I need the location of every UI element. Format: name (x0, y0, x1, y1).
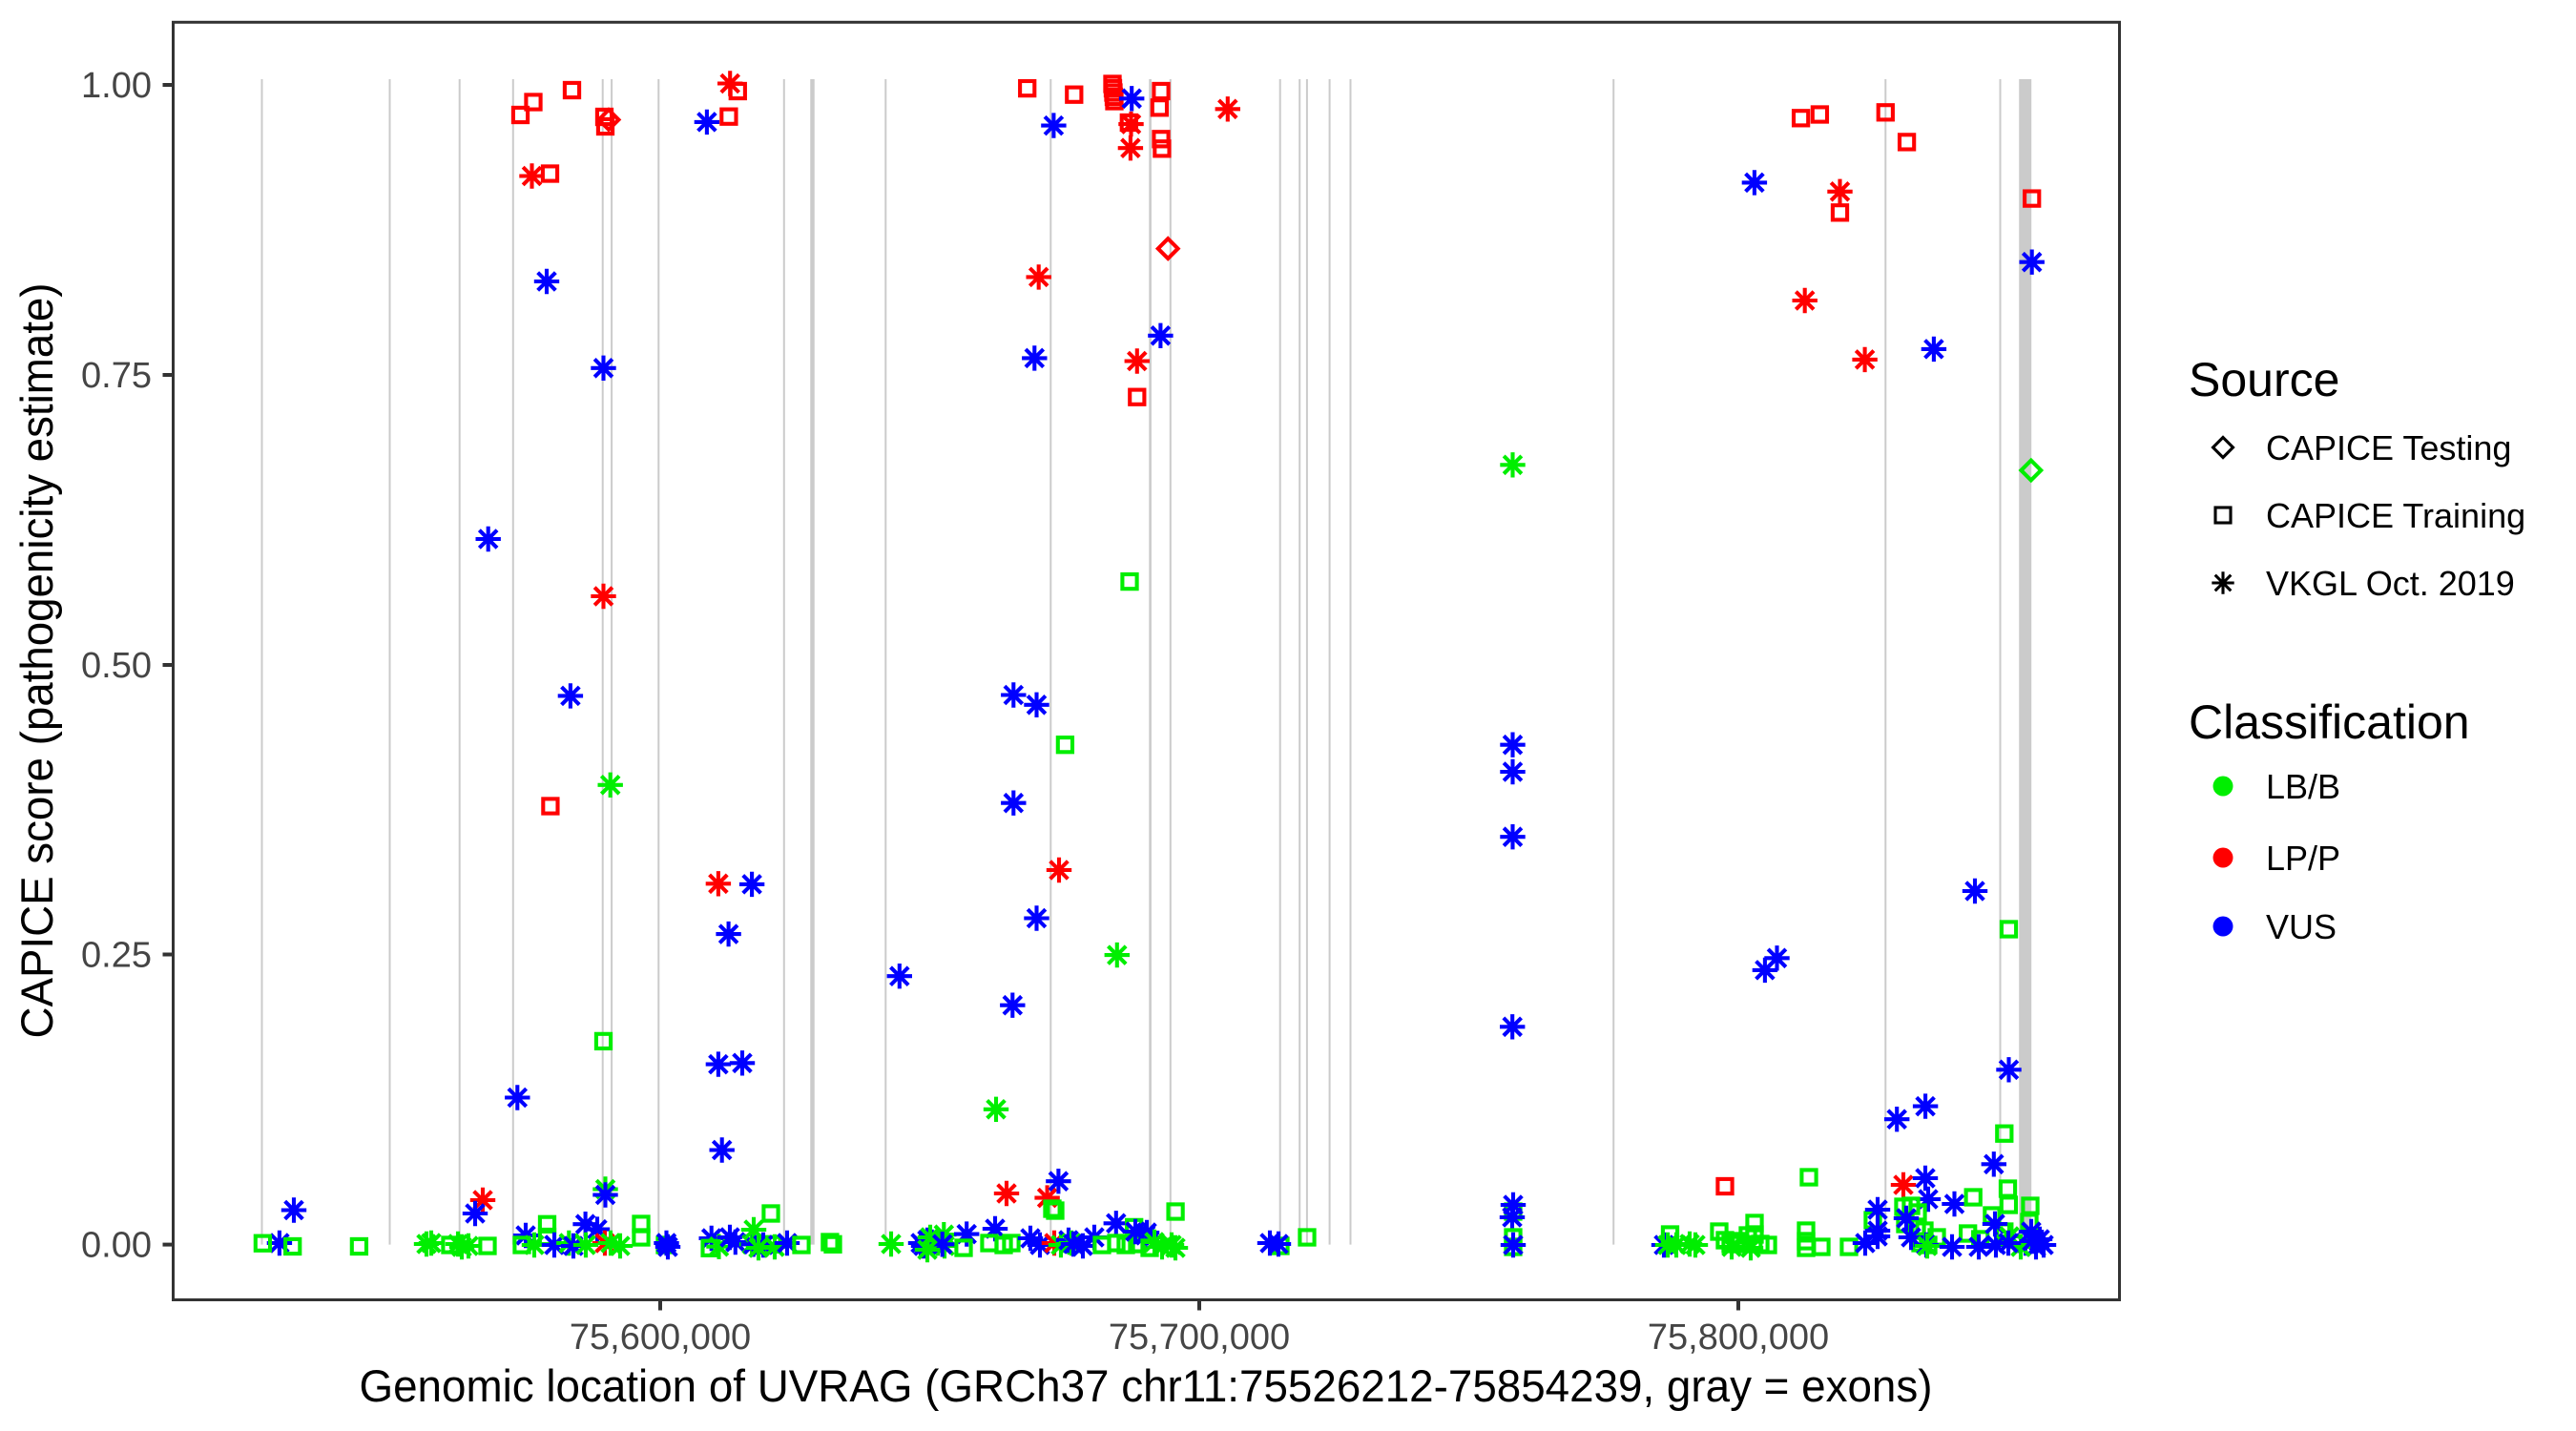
svg-text:0.75: 0.75 (81, 356, 152, 396)
svg-text:Source: Source (2189, 353, 2339, 406)
svg-text:VUS: VUS (2266, 907, 2337, 946)
svg-text:LB/B: LB/B (2266, 767, 2340, 806)
svg-text:LP/P: LP/P (2266, 839, 2340, 878)
svg-text:0.50: 0.50 (81, 646, 152, 686)
svg-text:CAPICE score (pathogenicity es: CAPICE score (pathogenicity estimate) (11, 283, 62, 1039)
svg-text:CAPICE Testing: CAPICE Testing (2266, 428, 2511, 467)
svg-text:0.00: 0.00 (81, 1226, 152, 1266)
svg-text:1.00: 1.00 (81, 66, 152, 106)
svg-text:75,800,000: 75,800,000 (1648, 1317, 1829, 1358)
svg-text:CAPICE Training: CAPICE Training (2266, 496, 2525, 535)
svg-text:Genomic location of UVRAG (GRC: Genomic location of UVRAG (GRCh37 chr11:… (360, 1360, 1933, 1411)
svg-text:75,700,000: 75,700,000 (1109, 1317, 1290, 1358)
svg-text:75,600,000: 75,600,000 (570, 1317, 751, 1358)
svg-text:0.25: 0.25 (81, 936, 152, 976)
svg-text:Classification: Classification (2189, 695, 2470, 749)
svg-text:VKGL Oct. 2019: VKGL Oct. 2019 (2266, 564, 2515, 603)
